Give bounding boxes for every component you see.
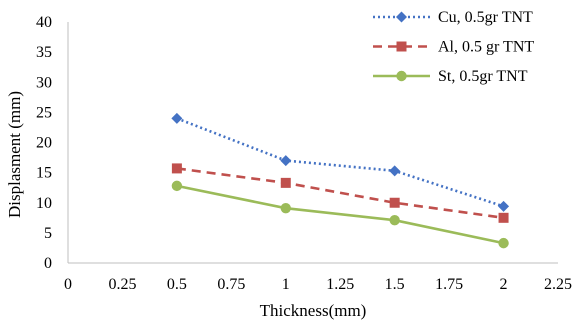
x-tick-label: 0.5 <box>167 276 187 293</box>
x-tick-label: 1.75 <box>435 276 463 293</box>
x-tick-label: 1.25 <box>326 276 354 293</box>
x-tick-label: 2.25 <box>544 276 572 293</box>
data-point <box>498 237 509 249</box>
data-point <box>389 197 400 208</box>
y-tick-label: 25 <box>36 104 52 121</box>
legend-label: Cu, 0.5gr TNT <box>438 9 533 26</box>
data-point <box>171 112 183 124</box>
series-line <box>176 167 504 220</box>
series-line <box>176 117 504 208</box>
data-point <box>171 163 182 174</box>
legend-swatch-marker <box>396 70 407 82</box>
data-point <box>389 215 400 226</box>
y-tick-label: 20 <box>36 135 52 152</box>
data-point <box>498 200 510 212</box>
x-tick-label: 0.25 <box>108 276 136 293</box>
x-tick-label: 1.5 <box>385 276 405 293</box>
series-line <box>176 184 504 245</box>
data-point <box>280 155 292 167</box>
series-group <box>171 180 509 249</box>
legend-entry: St, 0.5gr TNT <box>373 68 528 85</box>
y-tick-label: 35 <box>36 44 52 61</box>
data-point <box>280 177 291 188</box>
x-tick-label: 0 <box>64 276 72 293</box>
data-point <box>498 212 509 223</box>
legend-entry: Cu, 0.5gr TNT <box>373 9 533 26</box>
legend-label: St, 0.5gr TNT <box>438 68 528 85</box>
x-tick-label: 2 <box>500 276 508 293</box>
y-tick-label: 15 <box>36 165 52 182</box>
x-tick-label: 0.75 <box>217 276 245 293</box>
legend-swatch-marker <box>396 41 407 52</box>
axes <box>67 22 558 264</box>
legend-swatch-marker <box>396 11 407 23</box>
legend: Cu, 0.5gr TNT Al, 0.5 gr TNT St, 0.5gr TNT <box>373 9 534 85</box>
legend-entry: Al, 0.5 gr TNT <box>373 39 534 56</box>
y-tick-label: 40 <box>36 14 52 31</box>
x-tick-labels: 0 0.25 0.5 0.75 1 1.25 1.5 1.75 2 2.25 <box>64 276 572 293</box>
y-tick-label: 10 <box>36 195 52 212</box>
y-tick-labels: 0 5 10 15 20 25 30 35 40 <box>36 14 52 272</box>
y-tick-label: 30 <box>36 74 52 91</box>
data-point <box>280 202 291 214</box>
series-group <box>171 112 510 212</box>
x-tick-label: 1 <box>282 276 290 293</box>
y-axis-title: Displasment (mm) <box>5 91 24 218</box>
y-tick-label: 0 <box>44 255 52 272</box>
series-layer <box>171 112 510 249</box>
data-point <box>389 165 401 177</box>
x-axis-title: Thickness(mm) <box>260 301 367 320</box>
data-point <box>171 180 183 192</box>
y-tick-label: 5 <box>44 225 52 242</box>
series-group <box>171 163 509 223</box>
legend-label: Al, 0.5 gr TNT <box>438 39 534 56</box>
